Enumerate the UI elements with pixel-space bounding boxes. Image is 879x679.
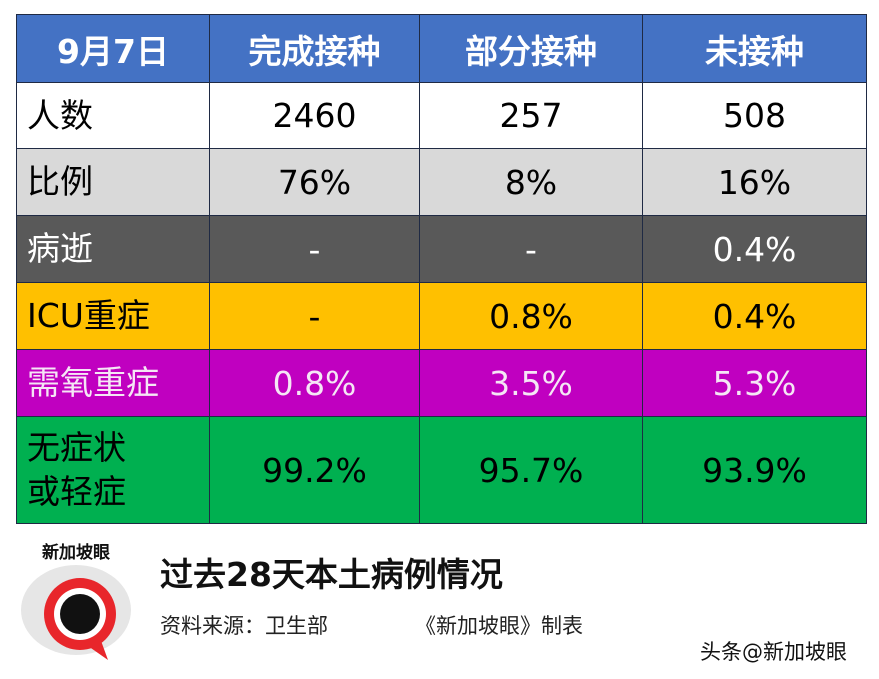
header-row: 9月7日 完成接种 部分接种 未接种 — [16, 14, 867, 83]
cell: 93.9% — [642, 416, 867, 524]
watermark: 头条@新加坡眼 — [700, 640, 847, 664]
label-line: 无症状 — [27, 428, 126, 467]
cell: 0.4% — [642, 215, 867, 283]
table: 9月7日 完成接种 部分接种 未接种人数 2460 257 508 比例 76% 8% 16% 病逝 -… — [16, 14, 867, 524]
cell: - — [419, 215, 643, 283]
logo: 新加坡眼 — [21, 542, 131, 660]
cell: 76% — [209, 148, 420, 216]
header-cell: 完成接种 — [209, 14, 420, 83]
row-label: ICU重症 — [16, 282, 210, 350]
logo-text: 新加坡眼 — [42, 542, 110, 563]
cell: - — [209, 215, 420, 283]
row-label: 比例 — [16, 148, 210, 216]
label-line: 或轻症 — [27, 472, 126, 511]
cell: 3.5% — [419, 349, 643, 417]
header-cell: 部分接种 — [419, 14, 643, 83]
cell: - — [209, 282, 420, 350]
row: 病逝 - -0.4% — [16, 215, 867, 283]
cell: 95.7% — [419, 416, 643, 524]
cell: 2460 — [209, 82, 420, 149]
cell: 5.3% — [642, 349, 867, 417]
label-line: ICU重症 — [27, 296, 150, 335]
row-label: 病逝 — [16, 215, 210, 283]
label-line: 人数 — [27, 95, 93, 135]
header-cell: 9月7日 — [16, 14, 210, 83]
cell: 257 — [419, 82, 643, 149]
row-label: 需氧重症 — [16, 349, 210, 417]
label-line: 比例 — [27, 162, 93, 201]
row-label: 无症状 或轻症 — [16, 416, 210, 524]
logo-tail — [88, 638, 108, 660]
row: 比例 76% 8% 16% — [16, 148, 867, 216]
row: 无症状 或轻症 99.2% 95.7% 93.9% — [16, 416, 867, 524]
logo-pupil — [60, 594, 100, 634]
cell: 99.2% — [209, 416, 420, 524]
cell: 508 — [642, 82, 867, 149]
maker: 《新加坡眼》制表 — [415, 614, 583, 638]
header-cell: 未接种 — [642, 14, 867, 83]
cell: 8% — [419, 148, 643, 216]
cell: 0.8% — [419, 282, 643, 350]
row-label: 人数 — [16, 82, 210, 149]
cell: 0.8% — [209, 349, 420, 417]
source: 资料来源：卫生部 — [160, 614, 328, 638]
label-line: 需氧重症 — [27, 363, 159, 402]
row: 需氧重症 0.8% 3.5% 5.3% — [16, 349, 867, 417]
cell: 16% — [642, 148, 867, 216]
label-line: 病逝 — [27, 229, 93, 268]
row: 人数 2460 257 508 — [16, 82, 867, 149]
cell: 0.4% — [642, 282, 867, 350]
row: ICU重症 -0.8% 0.4% — [16, 282, 867, 350]
title: 过去28天本土病例情况 — [160, 555, 503, 594]
